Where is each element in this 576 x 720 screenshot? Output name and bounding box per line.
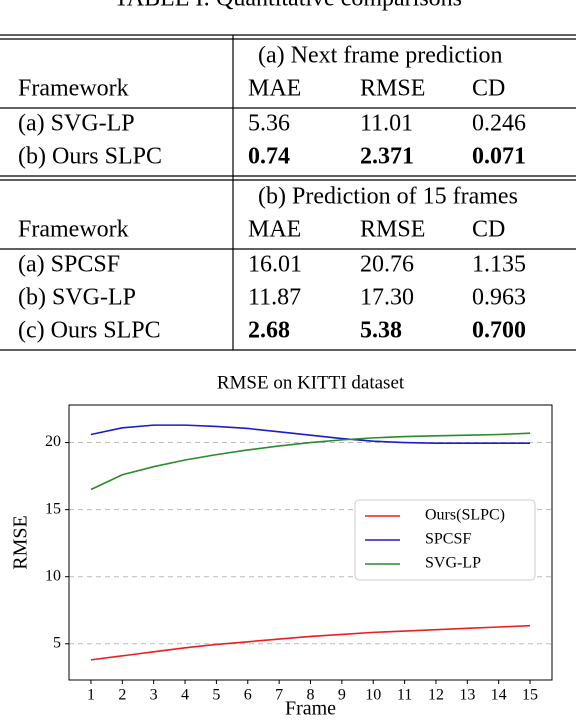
x-tick-label: 11 — [397, 687, 412, 704]
y-axis-label: RMSE — [10, 515, 32, 569]
cell-value: 17.30 — [360, 285, 414, 311]
series-line — [90, 432, 531, 491]
column-header: RMSE — [360, 76, 425, 102]
x-axis-label: Frame — [285, 698, 336, 720]
x-tick-label: 15 — [522, 687, 538, 704]
legend-label: SVG-LP — [425, 555, 481, 572]
cell-value: 0.700 — [472, 318, 526, 344]
y-tick-label: 20 — [45, 433, 61, 450]
chart-title: RMSE on KITTI dataset — [217, 372, 405, 393]
section-caption: (a) Next frame prediction — [258, 43, 503, 69]
column-header: MAE — [248, 217, 301, 243]
cell-value: 11.01 — [360, 111, 413, 137]
row-label: (a) SVG-LP — [18, 111, 135, 137]
x-tick-label: 8 — [307, 687, 315, 704]
column-header: MAE — [248, 76, 301, 102]
cell-value: 16.01 — [248, 252, 302, 278]
series-line — [90, 424, 531, 445]
x-tick-label: 14 — [491, 687, 507, 704]
table-title: TABLE I: Quantitative comparisons — [114, 0, 462, 12]
section-caption: (b) Prediction of 15 frames — [258, 184, 518, 210]
series-line — [90, 624, 531, 661]
column-header: Framework — [18, 217, 129, 243]
cell-value: 0.963 — [472, 285, 526, 311]
x-tick-label: 10 — [365, 687, 381, 704]
x-tick-label: 2 — [118, 687, 126, 704]
y-tick-label: 5 — [53, 634, 61, 651]
x-tick-label: 5 — [212, 687, 220, 704]
cell-value: 11.87 — [248, 285, 301, 311]
x-tick-label: 6 — [244, 687, 252, 704]
y-tick-label: 10 — [45, 567, 61, 584]
column-header: CD — [472, 76, 505, 102]
cell-value: 0.071 — [472, 144, 526, 170]
row-label: (b) SVG-LP — [18, 285, 136, 311]
legend-label: SPCSF — [425, 531, 471, 548]
x-tick-label: 9 — [338, 687, 346, 704]
cell-value: 1.135 — [472, 252, 526, 278]
cell-value: 2.371 — [360, 144, 414, 170]
row-label: (b) Ours SLPC — [18, 144, 162, 170]
x-tick-label: 13 — [459, 687, 475, 704]
plot-frame — [68, 404, 553, 681]
cell-value: 2.68 — [248, 318, 290, 344]
column-header: Framework — [18, 76, 129, 102]
cell-value: 20.76 — [360, 252, 414, 278]
legend-box — [354, 499, 536, 581]
column-header: CD — [472, 217, 505, 243]
row-label: (a) SPCSF — [18, 252, 120, 278]
x-tick-label: 7 — [275, 687, 283, 704]
cell-value: 0.74 — [248, 144, 290, 170]
x-tick-label: 4 — [181, 687, 189, 704]
row-label: (c) Ours SLPC — [18, 318, 161, 344]
legend-label: Ours(SLPC) — [425, 507, 505, 524]
x-tick-label: 12 — [428, 687, 444, 704]
x-tick-label: 1 — [87, 687, 95, 704]
cell-value: 0.246 — [472, 111, 526, 137]
column-header: RMSE — [360, 217, 425, 243]
y-tick-label: 15 — [45, 500, 61, 517]
cell-value: 5.38 — [360, 318, 402, 344]
x-tick-label: 3 — [150, 687, 158, 704]
cell-value: 5.36 — [248, 111, 290, 137]
